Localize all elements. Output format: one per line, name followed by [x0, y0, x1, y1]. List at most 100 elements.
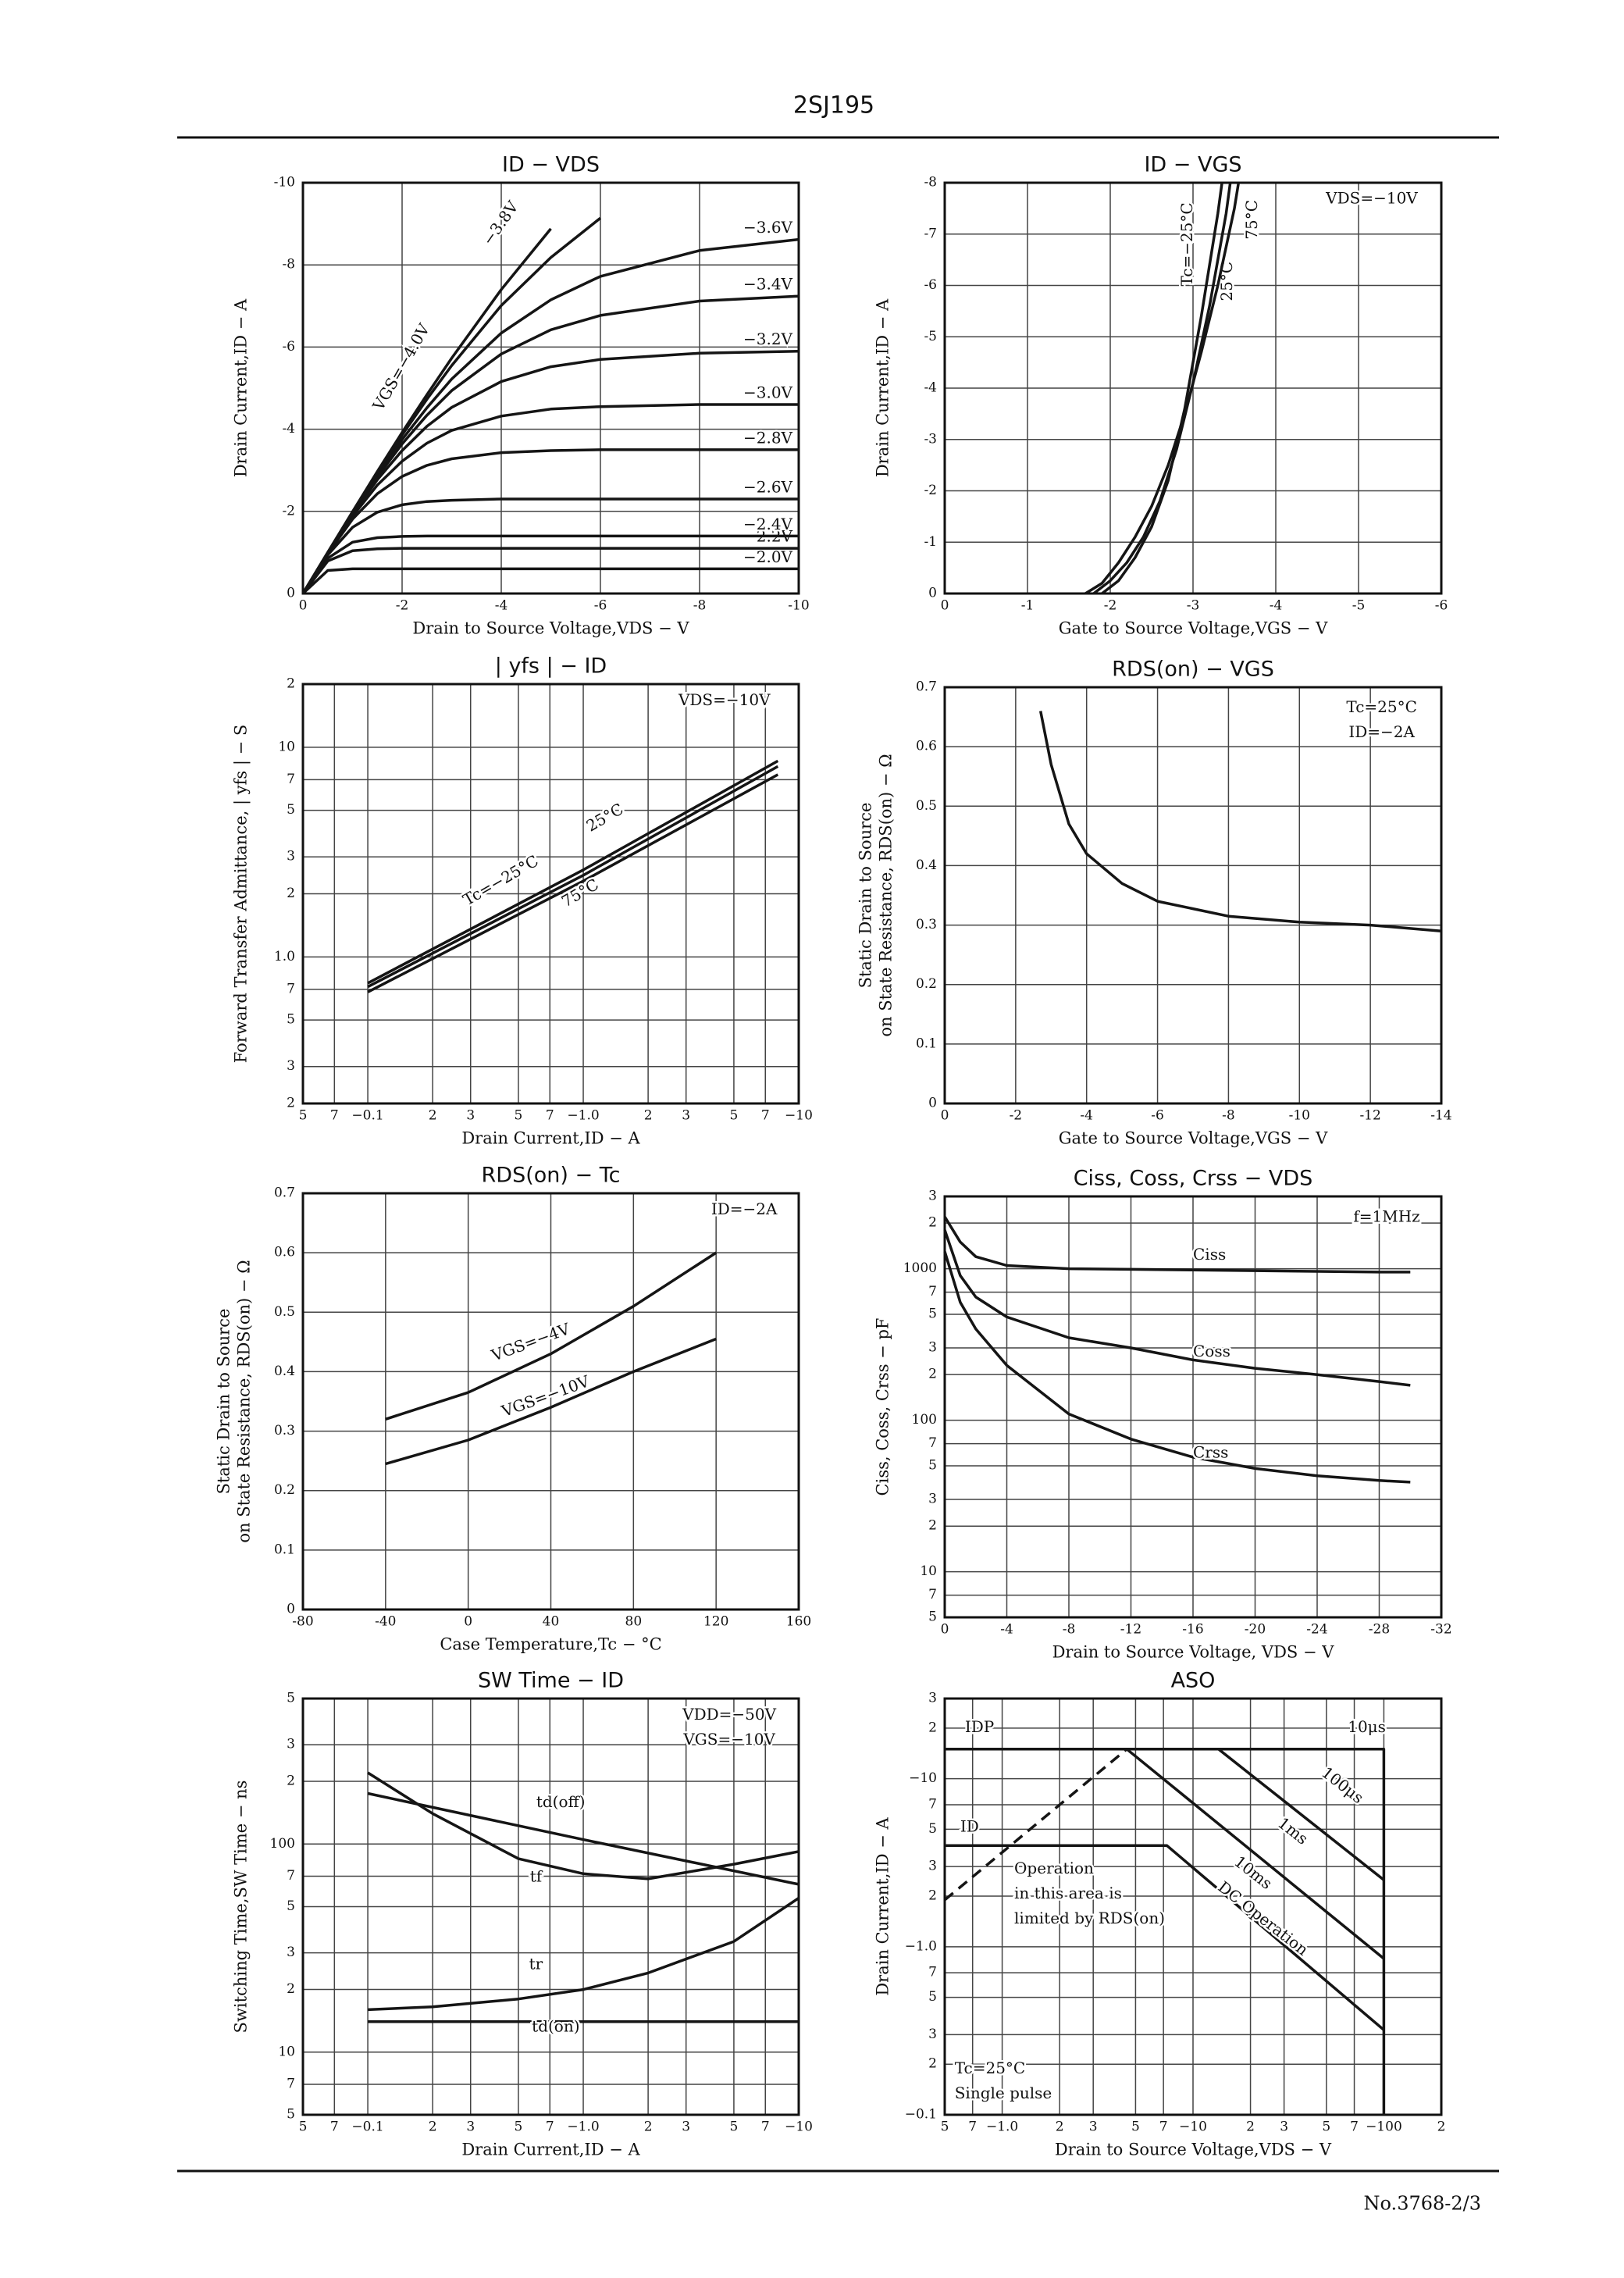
page-header: 2SJ195 [793, 92, 874, 119]
x-tick-label: -40 [375, 1614, 396, 1630]
x-tick-label: 5 [299, 2119, 308, 2135]
curve-label: −3.2V [743, 330, 793, 348]
x-tick-label: -6 [1151, 1108, 1164, 1124]
curve [943, 1216, 1411, 1274]
chart-title: Ciss, Coss, Crss − VDS [1074, 1167, 1313, 1191]
x-axis-label: Drain Current,ID − A [461, 2141, 640, 2159]
x-tick-label: -2 [1010, 1108, 1023, 1124]
chart-title: RDS(on) − VGS [1112, 658, 1274, 682]
curve [367, 759, 779, 985]
x-tick-label: 7 [761, 1108, 770, 1124]
y-axis-label: Drain Current,ID − A [874, 1817, 892, 1996]
x-tick-label: 5 [1322, 2119, 1330, 2135]
y-tick-label: 3 [928, 1189, 937, 1204]
x-tick-label: 2 [644, 2119, 653, 2135]
curve [943, 1229, 1411, 1387]
curve-label: td(off) [536, 1792, 586, 1811]
annotation: ID [960, 1817, 979, 1836]
y-tick-label: 0.6 [274, 1245, 295, 1260]
curve-label: tf [530, 1867, 543, 1886]
curve-label: −3.6V [743, 218, 793, 237]
y-tick-label: 5 [287, 802, 295, 818]
curve-label: Ciss [1193, 1245, 1226, 1264]
y-tick-label: -1 [924, 534, 937, 550]
x-axis-label: Case Temperature,Tc − °C [440, 1635, 661, 1654]
x-tick-label: 7 [330, 1108, 339, 1124]
x-tick-label: 0 [299, 598, 308, 614]
curve [301, 547, 799, 595]
annotation: VDS=−10V [1325, 189, 1418, 208]
curve [301, 448, 799, 594]
y-tick-label: 2 [287, 1096, 295, 1111]
y-tick-label: −10 [909, 1770, 937, 1786]
x-axis-label: Drain to Source Voltage,VDS − V [412, 619, 689, 638]
y-tick-label: 0.7 [916, 679, 937, 695]
y-tick-label: 5 [287, 1012, 295, 1028]
y-axis-label: Ciss, Coss, Crss − pF [874, 1318, 892, 1496]
x-tick-label: 7 [330, 2119, 339, 2135]
x-tick-label: −10 [785, 1108, 813, 1124]
curve-label: −2.8V [743, 428, 793, 447]
curve [367, 773, 779, 993]
y-tick-label: 0.2 [916, 976, 937, 992]
y-tick-label: 3 [928, 1691, 937, 1706]
curve-label: 10μs [1348, 1717, 1386, 1736]
x-tick-label: −0.1 [351, 1108, 383, 1124]
x-tick-label: -4 [1080, 1108, 1093, 1124]
x-tick-label: 2 [1437, 2119, 1446, 2135]
curve [1092, 182, 1232, 595]
x-tick-label: -3 [1187, 598, 1200, 614]
plot-frame [301, 1697, 800, 2116]
y-tick-label: 0.6 [916, 739, 937, 754]
curve [1084, 182, 1241, 595]
y-tick-label: 7 [287, 1868, 295, 1884]
y-tick-label: 2 [928, 1518, 937, 1534]
x-axis-label: Drain to Source Voltage, VDS − V [1052, 1643, 1335, 1662]
x-tick-label: -1 [1021, 598, 1035, 614]
annotation: Tc=25°C [955, 2059, 1026, 2077]
y-axis-label: Static Drain to Source [857, 803, 875, 989]
x-tick-label: -4 [1000, 1622, 1013, 1638]
curve [301, 227, 552, 594]
y-tick-label: 0.2 [274, 1482, 295, 1498]
y-tick-label: -4 [282, 421, 295, 437]
x-tick-label: -4 [495, 598, 508, 614]
y-tick-label: 5 [928, 1306, 937, 1321]
curve [301, 497, 799, 594]
x-tick-label: 7 [968, 2119, 977, 2135]
annotation: Operation [1014, 1859, 1094, 1877]
x-tick-label: 3 [1280, 2119, 1288, 2135]
curve-label: Crss [1193, 1442, 1228, 1461]
x-tick-label: 5 [515, 2119, 523, 2135]
y-tick-label: 7 [928, 1435, 937, 1451]
x-tick-label: 2 [1056, 2119, 1064, 2135]
x-tick-label: -2 [1104, 598, 1117, 614]
curve [368, 1897, 800, 2012]
y-tick-label: -7 [924, 226, 937, 241]
x-tick-label: 2 [1246, 2119, 1255, 2135]
curve-label: VGS=−4V [488, 1319, 572, 1365]
y-tick-label: 7 [928, 1587, 937, 1602]
curve [943, 1250, 1411, 1484]
y-tick-label: 0.3 [274, 1423, 295, 1438]
y-tick-label: 0.4 [274, 1364, 295, 1379]
plot-frame [301, 1192, 800, 1611]
chart-title: ASO [1171, 1669, 1216, 1693]
chart-title: RDS(on) − Tc [482, 1164, 621, 1188]
x-tick-label: −10 [785, 2119, 813, 2135]
y-tick-label: -8 [924, 175, 937, 191]
x-tick-label: 7 [761, 2119, 770, 2135]
x-tick-label: 2 [644, 1108, 653, 1124]
y-tick-label: 7 [928, 1965, 937, 1980]
x-tick-label: 0 [941, 598, 949, 614]
curve [301, 534, 799, 595]
y-tick-label: 5 [287, 1691, 295, 1706]
x-tick-label: -12 [1359, 1108, 1380, 1124]
y-tick-label: −1.0 [905, 1938, 937, 1954]
y-tick-label: -2 [924, 483, 937, 498]
x-axis-label: Gate to Source Voltage,VGS − V [1059, 1129, 1328, 1148]
x-tick-label: -8 [1222, 1108, 1235, 1124]
curve [301, 567, 799, 595]
x-tick-label: -10 [1289, 1108, 1310, 1124]
x-tick-label: -12 [1120, 1622, 1141, 1638]
